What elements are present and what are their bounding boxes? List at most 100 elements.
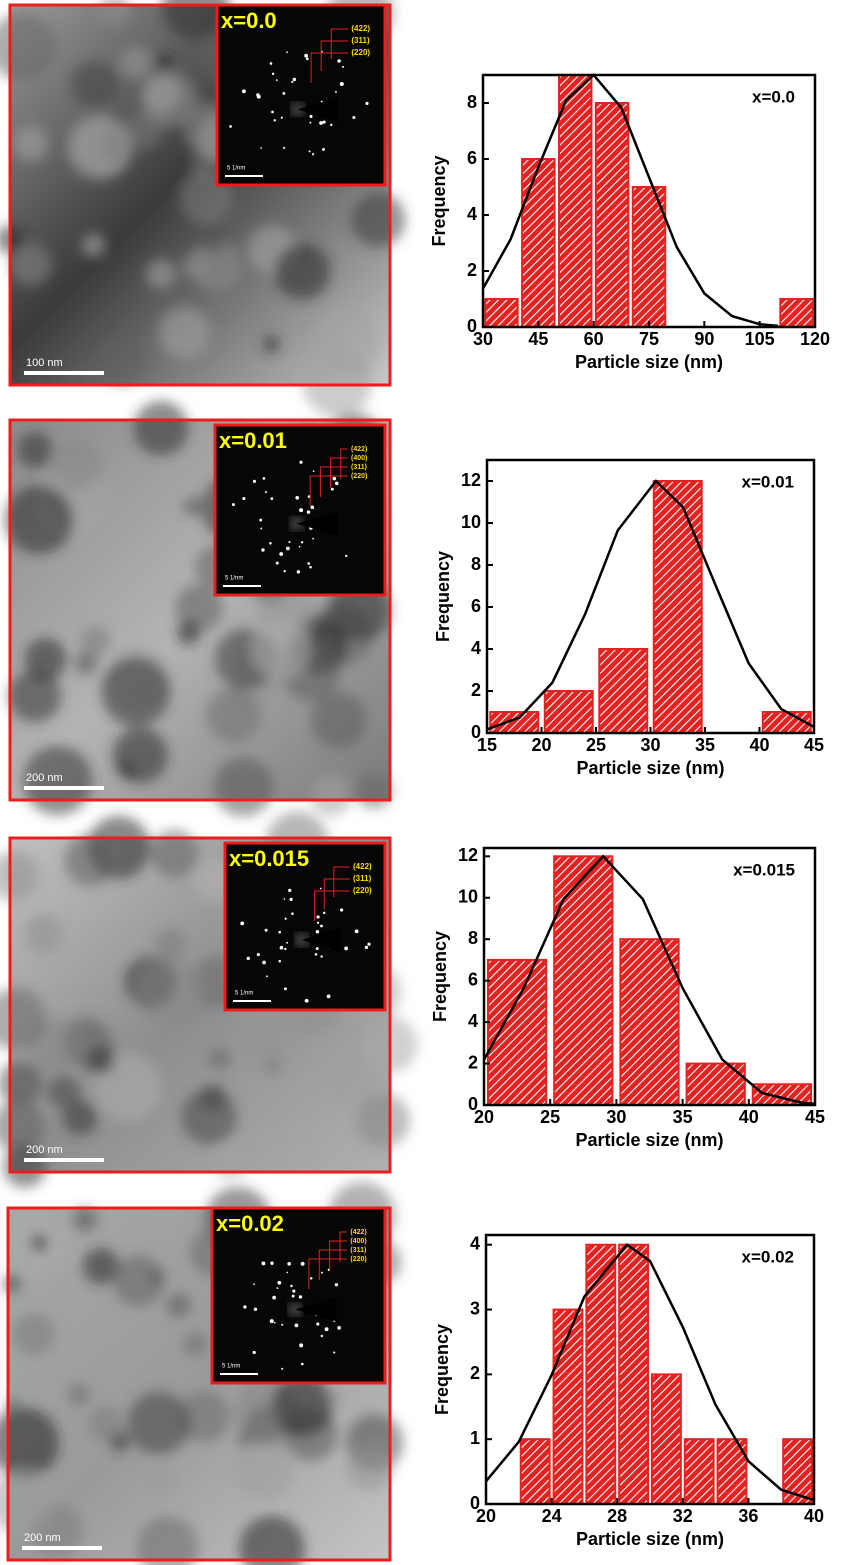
tem-grain [143,1460,179,1496]
diffraction-spot [321,1272,323,1274]
bar [522,159,554,327]
figure: 100 nmx=0.0(422)(311)(220)5 1/nm200 nmx=… [0,0,851,1565]
y-tick-label: 6 [468,969,478,989]
diffraction-spot [316,947,319,950]
diffraction-spot [286,942,288,944]
tem-grain [181,1089,237,1145]
tem-grain [146,259,176,289]
tem-grain [98,338,145,385]
diffraction-spot [301,1262,305,1266]
diffraction-spot [335,482,339,486]
bar [619,1245,648,1504]
inset-label: x=0.02 [216,1211,284,1236]
plot-frame [487,460,814,733]
inset-label: x=0.015 [229,846,309,871]
diffraction-spot [316,915,319,918]
diffraction-spot [260,528,262,530]
x-axis-title: Particle size (nm) [576,1529,724,1549]
diffraction-spot [309,122,311,124]
diffraction-spot [316,930,319,933]
y-tick-label: 4 [471,638,481,658]
diffraction-spot [274,119,276,121]
bar [554,856,612,1105]
diffraction-spot [340,82,344,86]
diffraction-spot [254,1308,257,1311]
plane-label: (422) [350,1229,366,1236]
x-tick-label: 36 [738,1506,758,1526]
tem-grain [80,626,110,656]
x-tick-label: 35 [695,735,715,755]
diffraction-spot [301,541,303,543]
diffraction-spot [325,1327,329,1331]
x-tick-label: 90 [694,329,714,349]
diffraction-spot [312,538,314,540]
tem-grain [181,252,210,281]
diffraction-spot [260,147,262,149]
tem-grain [209,1048,231,1070]
plane-label: (422) [351,446,367,453]
diffraction-spot [309,115,312,118]
tem-grain [12,1313,55,1356]
diffraction-spot [265,929,268,932]
x-axis-title: Particle size (nm) [575,352,723,372]
tem-grain [66,114,132,180]
tem-grain [134,957,205,1028]
plane-label: (422) [351,24,370,33]
diffraction-spot [313,470,315,472]
tem-grain [63,1100,98,1135]
histogram-chart: 20242832364001234Particle size (nm)Frequ… [432,1233,824,1548]
x-tick-label: 25 [540,1107,560,1127]
diffraction-spot [229,125,232,128]
plane-label: (311) [351,464,367,471]
plane-label: (220) [351,473,367,480]
diffraction-spot [321,1335,323,1337]
diffraction-spot [253,1351,256,1354]
x-tick-label: 24 [542,1506,562,1526]
diffraction-spot [365,946,368,949]
y-tick-label: 3 [470,1298,480,1318]
diffraction-spot [301,1363,304,1366]
x-axis-title: Particle size (nm) [576,758,724,778]
y-axis-title: Frequency [433,551,453,642]
x-tick-label: 40 [739,1107,759,1127]
diffraction-spot [278,931,281,934]
diffraction-spot [367,943,370,946]
diffraction-spot [253,480,256,483]
tem-grain [112,1255,164,1307]
bar [559,75,591,327]
inset-label: x=0.0 [221,8,277,33]
diffraction-spot [323,912,325,914]
diffraction-spot [286,51,288,53]
diffraction-spot [304,54,308,58]
bar [488,960,546,1105]
y-tick-label: 10 [458,886,478,906]
diffraction-spot [280,946,284,950]
diffraction-spot [310,1277,312,1279]
y-tick-label: 4 [468,1011,478,1031]
diffraction-spot [253,1283,255,1285]
x-tick-label: 20 [531,735,551,755]
inset-scale-bar [220,1373,258,1375]
diffraction-spot [285,918,287,920]
bar [654,481,702,733]
diffraction-spot [287,1262,291,1266]
diffraction-spot [291,81,293,83]
x-tick-label: 35 [673,1107,693,1127]
tem-grain [206,688,261,743]
plane-label: (220) [350,1256,366,1263]
plane-label: (220) [351,48,370,57]
y-tick-label: 2 [468,1052,478,1072]
tem-image: 200 nmx=0.015(422)(311)(220)5 1/nm [0,812,417,1188]
diffraction-spot [312,153,314,155]
tem-grain [250,619,311,680]
diffraction-spot [320,925,323,928]
diffraction-spot [323,121,326,124]
diffraction-spot [263,477,266,480]
diffraction-spot [305,999,309,1003]
y-tick-label: 12 [461,470,481,490]
diffraction-spot [340,908,343,911]
y-tick-label: 0 [470,1493,480,1513]
bar [599,649,647,733]
x-tick-label: 32 [673,1506,693,1526]
tem-grain [142,75,181,114]
